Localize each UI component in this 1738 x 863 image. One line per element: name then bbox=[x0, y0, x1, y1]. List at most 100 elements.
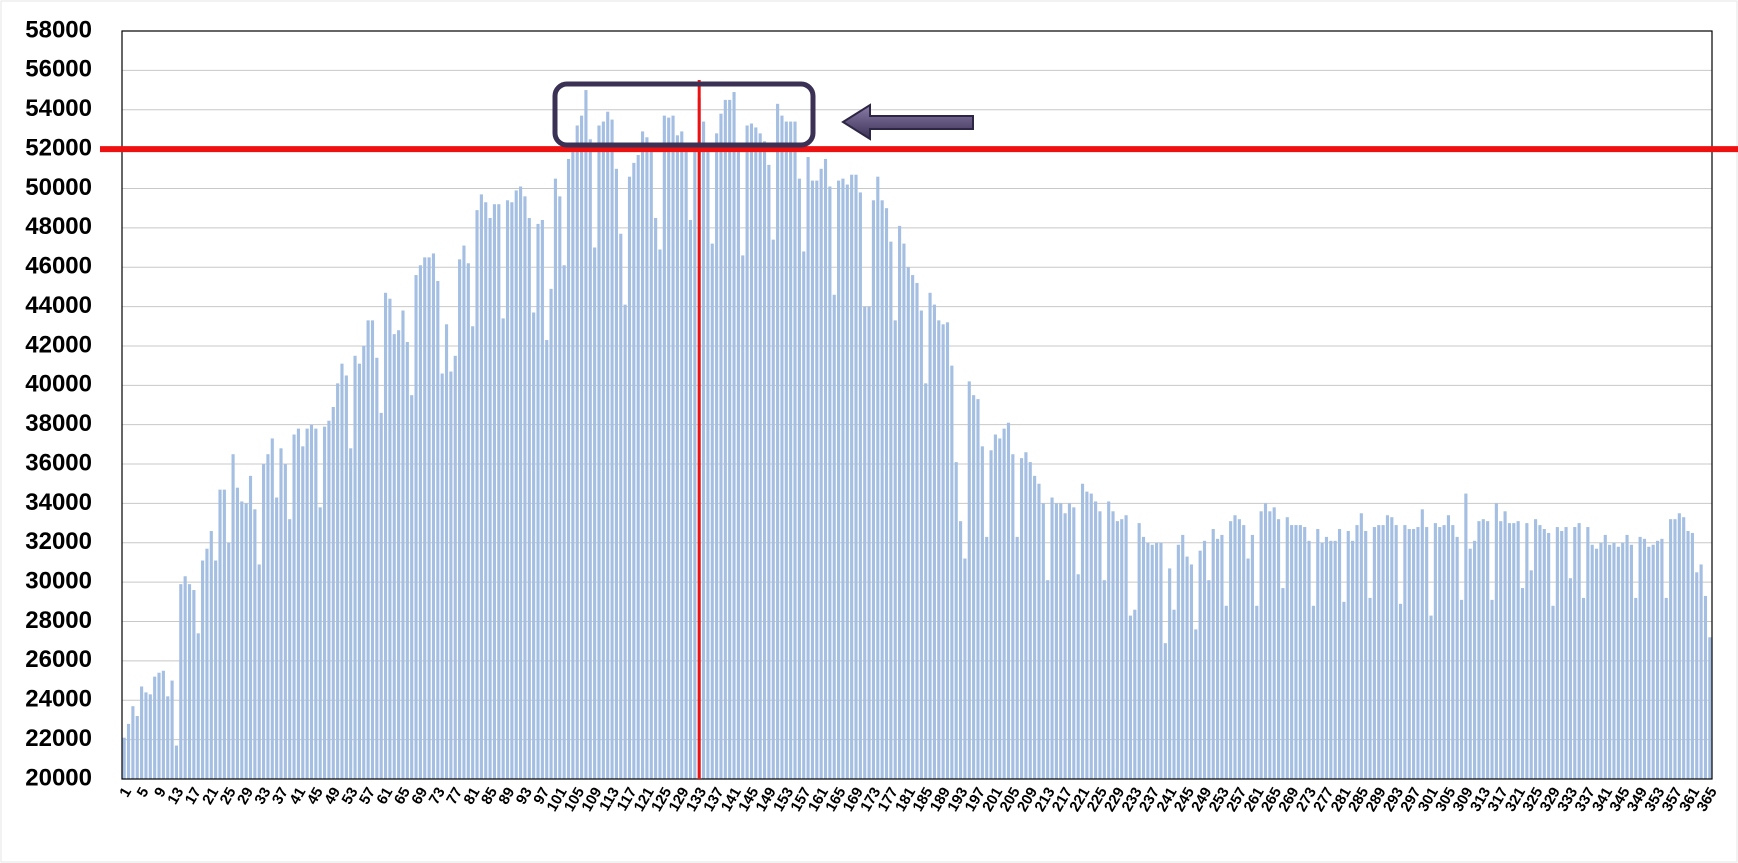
bar bbox=[379, 412, 383, 779]
x-tick-label: 25 bbox=[217, 784, 240, 807]
bar bbox=[1255, 605, 1259, 779]
bar bbox=[789, 121, 793, 780]
bar bbox=[283, 464, 287, 779]
bar bbox=[126, 723, 131, 779]
bar bbox=[1433, 523, 1437, 779]
bar bbox=[1285, 517, 1289, 779]
bar bbox=[662, 115, 666, 780]
bar bbox=[932, 304, 936, 779]
bar bbox=[1403, 525, 1407, 779]
bar bbox=[1642, 538, 1647, 779]
bar bbox=[867, 306, 871, 779]
bar bbox=[196, 633, 200, 779]
bar bbox=[841, 178, 845, 779]
bar bbox=[1276, 519, 1281, 779]
bar bbox=[549, 288, 553, 779]
bar bbox=[1651, 544, 1655, 779]
bar bbox=[1115, 521, 1119, 779]
bar bbox=[183, 576, 187, 779]
bar bbox=[1094, 501, 1098, 779]
bar bbox=[174, 745, 179, 779]
bar bbox=[1385, 515, 1390, 779]
bar bbox=[1059, 503, 1063, 779]
bar bbox=[331, 406, 335, 779]
bar bbox=[701, 121, 706, 780]
bar bbox=[1342, 601, 1346, 779]
y-tick-label: 44000 bbox=[25, 292, 92, 319]
bar bbox=[514, 190, 518, 779]
bar bbox=[375, 357, 379, 779]
bar bbox=[1307, 540, 1311, 779]
bar bbox=[993, 434, 997, 779]
bar bbox=[397, 330, 401, 779]
x-tick-label: 13 bbox=[164, 784, 187, 807]
bar bbox=[1024, 452, 1028, 779]
bar bbox=[305, 428, 309, 779]
bar bbox=[1420, 509, 1424, 779]
bar bbox=[1669, 519, 1673, 779]
bar bbox=[1503, 511, 1507, 779]
bar bbox=[214, 560, 218, 779]
bar bbox=[823, 158, 828, 779]
bar bbox=[519, 186, 523, 780]
bar bbox=[1512, 523, 1516, 779]
bar bbox=[1281, 588, 1285, 779]
bar bbox=[1655, 540, 1660, 779]
bar bbox=[1616, 546, 1620, 779]
bar bbox=[131, 706, 135, 779]
bar bbox=[780, 115, 784, 780]
bar bbox=[1660, 538, 1664, 779]
bar bbox=[1664, 597, 1668, 779]
bar bbox=[248, 475, 253, 779]
bar bbox=[1429, 615, 1433, 779]
bar bbox=[854, 174, 858, 780]
bar bbox=[1329, 540, 1333, 779]
bar bbox=[1547, 532, 1551, 779]
bar bbox=[819, 168, 823, 779]
bar bbox=[1294, 525, 1298, 779]
bar bbox=[392, 334, 396, 779]
x-tick-label: 45 bbox=[304, 784, 327, 807]
bar bbox=[1507, 523, 1512, 779]
bar bbox=[1686, 530, 1690, 779]
bar bbox=[292, 434, 296, 779]
bar bbox=[1438, 527, 1442, 779]
bar bbox=[898, 225, 902, 780]
bar bbox=[802, 251, 806, 780]
bar bbox=[401, 310, 405, 779]
bar bbox=[1355, 525, 1359, 779]
bar bbox=[1407, 529, 1411, 779]
bar bbox=[383, 292, 388, 779]
bar bbox=[1155, 542, 1159, 779]
bar bbox=[1246, 558, 1250, 779]
bar bbox=[1551, 605, 1555, 779]
bar bbox=[566, 158, 571, 779]
bar bbox=[1320, 542, 1324, 779]
y-tick-label: 40000 bbox=[25, 371, 92, 398]
bar bbox=[623, 304, 627, 779]
bar bbox=[427, 257, 431, 779]
bar bbox=[706, 151, 710, 780]
bar bbox=[1351, 540, 1355, 779]
x-tick-label: 81 bbox=[461, 784, 484, 807]
bar bbox=[1425, 527, 1429, 779]
bar bbox=[418, 265, 422, 780]
bar bbox=[980, 446, 984, 779]
bar bbox=[606, 111, 610, 779]
bar bbox=[1516, 521, 1520, 779]
bar bbox=[510, 202, 514, 779]
bar bbox=[815, 180, 819, 780]
x-tick-label: 29 bbox=[234, 784, 257, 807]
x-tick-label: 89 bbox=[495, 784, 518, 807]
bar bbox=[1359, 513, 1363, 779]
bar bbox=[279, 448, 283, 779]
labels: 20000 22000 24000 26000 28000 30000 32000 34000… bbox=[25, 16, 1720, 814]
bar bbox=[1586, 527, 1590, 779]
bar bbox=[1468, 548, 1472, 779]
bar bbox=[414, 275, 418, 779]
x-tick-label: 17 bbox=[182, 784, 205, 807]
bar bbox=[222, 489, 226, 779]
bar bbox=[1568, 578, 1572, 779]
bar bbox=[632, 162, 636, 779]
